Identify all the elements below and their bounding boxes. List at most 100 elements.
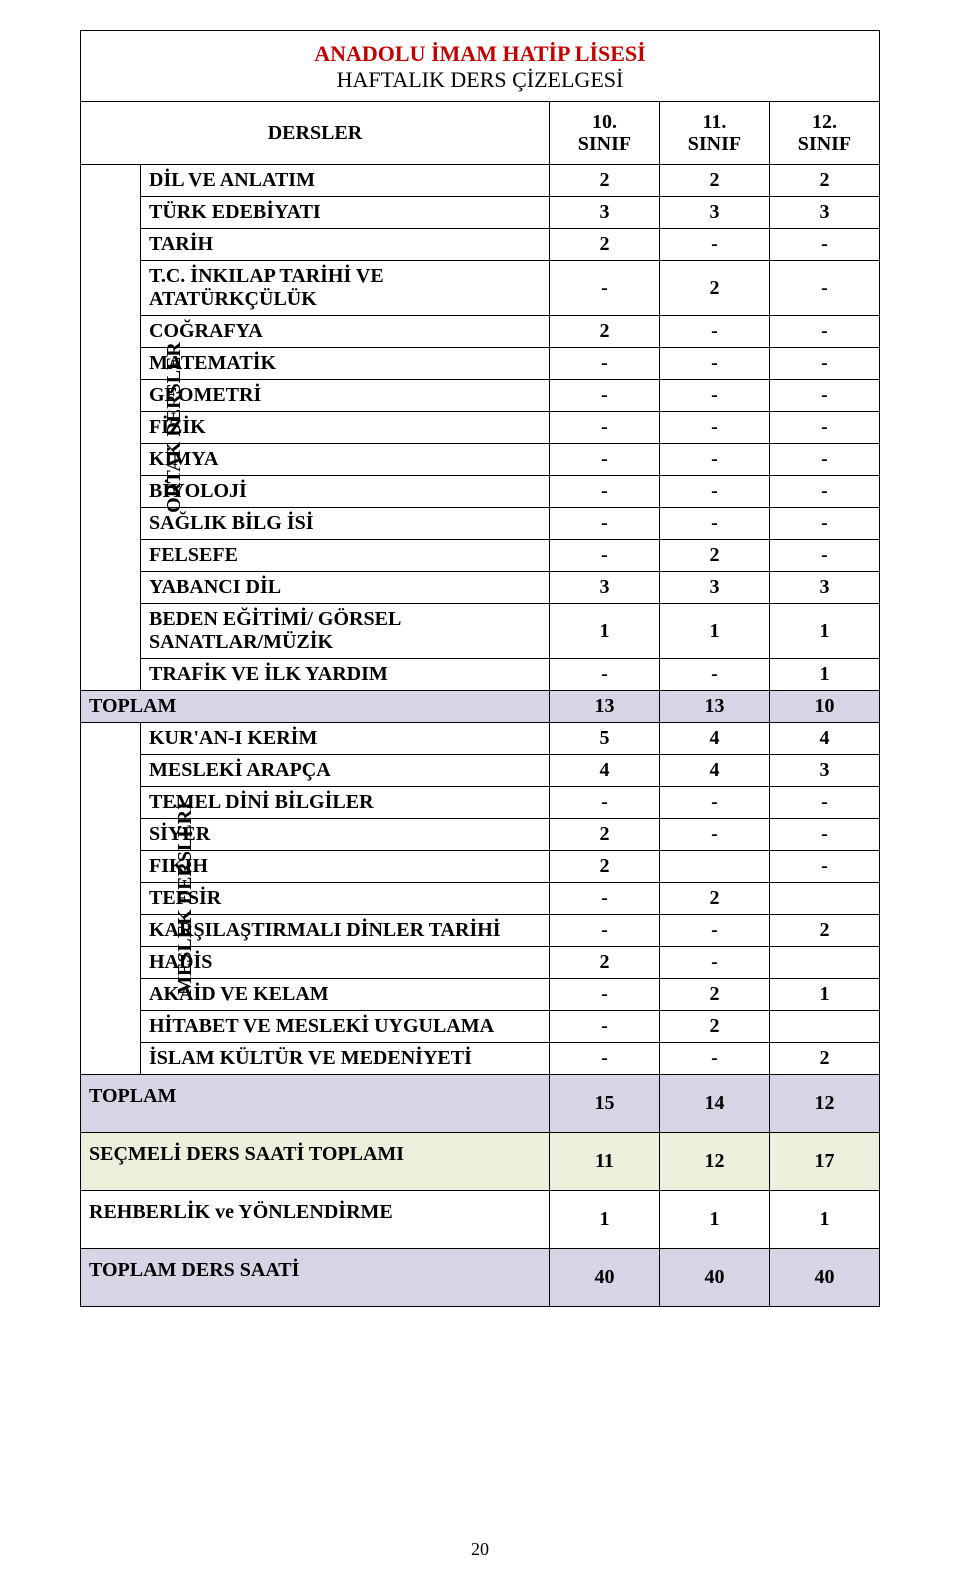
course-name: TARİH — [141, 229, 550, 261]
toplam-row-2: TOPLAM 15 14 12 — [81, 1075, 880, 1133]
meslek-row: FIKIH2- — [81, 851, 880, 883]
course-value: 3 — [769, 572, 879, 604]
col-10-bottom: SINIF — [558, 133, 651, 155]
meslek-row: MESLEKİ ARAPÇA443 — [81, 755, 880, 787]
course-value — [769, 1011, 879, 1043]
course-value: 2 — [769, 915, 879, 947]
course-value: 2 — [659, 165, 769, 197]
course-value: - — [549, 787, 659, 819]
course-name: SİYER — [141, 819, 550, 851]
secmeli-v2: 17 — [769, 1133, 879, 1191]
toplam-2-v2: 12 — [769, 1075, 879, 1133]
toplam-ders-saati-row: TOPLAM DERS SAATİ 40 40 40 — [81, 1249, 880, 1307]
course-value: - — [769, 348, 879, 380]
meslek-row: SİYER2-- — [81, 819, 880, 851]
schedule-table: ANADOLU İMAM HATİP LİSESİ HAFTALIK DERS … — [80, 30, 880, 1307]
meslek-row: İSLAM KÜLTÜR VE MEDENİYETİ--2 — [81, 1043, 880, 1075]
course-value: - — [549, 444, 659, 476]
course-value: - — [659, 659, 769, 691]
course-value: 2 — [769, 165, 879, 197]
course-value: - — [659, 1043, 769, 1075]
course-value: 2 — [659, 1011, 769, 1043]
dersler-header: DERSLER — [81, 102, 550, 165]
course-value: 4 — [549, 755, 659, 787]
rehberlik-label: REHBERLİK ve YÖNLENDİRME — [81, 1191, 550, 1249]
course-name: BİYOLOJİ — [141, 476, 550, 508]
course-value: 2 — [549, 851, 659, 883]
course-value: 1 — [769, 604, 879, 659]
ortak-row: YABANCI DİL333 — [81, 572, 880, 604]
toplam-2-v1: 14 — [659, 1075, 769, 1133]
course-value: 2 — [659, 979, 769, 1011]
ortak-row: SAĞLIK BİLG İSİ--- — [81, 508, 880, 540]
course-value: 4 — [769, 723, 879, 755]
page: ANADOLU İMAM HATİP LİSESİ HAFTALIK DERS … — [0, 0, 960, 1590]
course-value: - — [659, 947, 769, 979]
course-value: - — [549, 412, 659, 444]
course-value: 1 — [769, 659, 879, 691]
course-value: - — [769, 380, 879, 412]
course-value: - — [769, 819, 879, 851]
toplam-2-label: TOPLAM — [81, 1075, 550, 1133]
course-value: 3 — [549, 197, 659, 229]
tds-v0: 40 — [549, 1249, 659, 1307]
course-value: - — [549, 380, 659, 412]
ortak-row: TRAFİK VE İLK YARDIM--1 — [81, 659, 880, 691]
course-value: - — [659, 819, 769, 851]
course-value: 2 — [549, 819, 659, 851]
course-name: BEDEN EĞİTİMİ/ GÖRSEL SANATLAR/MÜZİK — [141, 604, 550, 659]
course-value: 2 — [769, 1043, 879, 1075]
meslek-row: MESLEK DERSLERİKUR'AN-I KERİM544 — [81, 723, 880, 755]
toplam-2-v0: 15 — [549, 1075, 659, 1133]
toplam-1-v0: 13 — [549, 691, 659, 723]
course-value: 3 — [769, 755, 879, 787]
course-value: - — [769, 316, 879, 348]
course-value: 2 — [659, 883, 769, 915]
course-name: AKAİD VE KELAM — [141, 979, 550, 1011]
course-value: - — [659, 915, 769, 947]
course-name: MESLEKİ ARAPÇA — [141, 755, 550, 787]
course-value: 2 — [549, 165, 659, 197]
ortak-body: ORTAK DERSLERDİL VE ANLATIM222TÜRK EDEBİ… — [81, 165, 880, 691]
title-row: ANADOLU İMAM HATİP LİSESİ HAFTALIK DERS … — [81, 31, 880, 102]
course-name: KUR'AN-I KERİM — [141, 723, 550, 755]
course-value: - — [549, 1043, 659, 1075]
rehberlik-row: REHBERLİK ve YÖNLENDİRME 1 1 1 — [81, 1191, 880, 1249]
toplam-1-label: TOPLAM — [81, 691, 550, 723]
meslek-row: TEMEL DİNİ BİLGİLER--- — [81, 787, 880, 819]
ortak-row: BEDEN EĞİTİMİ/ GÖRSEL SANATLAR/MÜZİK111 — [81, 604, 880, 659]
course-value: 2 — [659, 540, 769, 572]
course-value: - — [769, 508, 879, 540]
course-name: FELSEFE — [141, 540, 550, 572]
course-value: 1 — [769, 979, 879, 1011]
col-11: 11. SINIF — [659, 102, 769, 165]
ortak-row: BİYOLOJİ--- — [81, 476, 880, 508]
course-value: - — [769, 412, 879, 444]
secmeli-label: SEÇMELİ DERS SAATİ TOPLAMI — [81, 1133, 550, 1191]
course-value: - — [769, 261, 879, 316]
ortak-row: ORTAK DERSLERDİL VE ANLATIM222 — [81, 165, 880, 197]
secmeli-v0: 11 — [549, 1133, 659, 1191]
course-name: TÜRK EDEBİYATI — [141, 197, 550, 229]
course-value: - — [549, 883, 659, 915]
course-value: 1 — [549, 604, 659, 659]
course-value: 3 — [769, 197, 879, 229]
course-value: 2 — [549, 229, 659, 261]
course-value: - — [769, 540, 879, 572]
course-name: İSLAM KÜLTÜR VE MEDENİYETİ — [141, 1043, 550, 1075]
ortak-row: TÜRK EDEBİYATI333 — [81, 197, 880, 229]
meslek-row: HİTABET VE MESLEKİ UYGULAMA-2 — [81, 1011, 880, 1043]
course-value: - — [549, 348, 659, 380]
course-name: GEOMETRİ — [141, 380, 550, 412]
course-value: - — [549, 915, 659, 947]
course-name: KİMYA — [141, 444, 550, 476]
dersler-header-label: DERSLER — [268, 122, 362, 144]
meslek-row: KARŞILAŞTIRMALI DİNLER TARİHİ--2 — [81, 915, 880, 947]
course-value: - — [549, 1011, 659, 1043]
course-name: SAĞLIK BİLG İSİ — [141, 508, 550, 540]
course-name: MATEMATİK — [141, 348, 550, 380]
course-value: - — [769, 787, 879, 819]
course-value — [769, 883, 879, 915]
course-value: 3 — [659, 197, 769, 229]
ortak-dersler-sidelabel: ORTAK DERSLER — [81, 165, 141, 691]
